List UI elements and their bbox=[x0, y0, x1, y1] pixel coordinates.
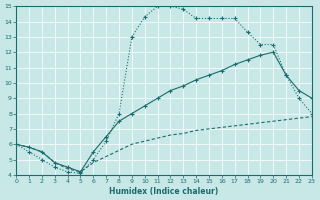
X-axis label: Humidex (Indice chaleur): Humidex (Indice chaleur) bbox=[109, 187, 219, 196]
